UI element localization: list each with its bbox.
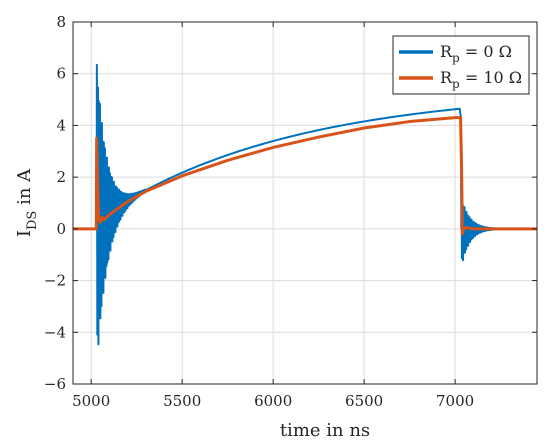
y-tick-label-6: 6 [56, 65, 66, 83]
y-tick-label-0: −6 [44, 375, 66, 393]
x-tick-label-2: 6000 [254, 392, 292, 410]
plot-area [73, 63, 537, 346]
legend-r10-sub: p [452, 77, 460, 91]
legend-box [392, 35, 530, 95]
x-tick-label-3: 6500 [345, 392, 383, 410]
x-tick-label-0: 5000 [72, 392, 110, 410]
y-axis-label-sub: DS [25, 211, 40, 230]
x-tick-label-4: 7000 [436, 392, 474, 410]
y-tick-label-4: 2 [56, 168, 66, 186]
axes [72, 21, 538, 385]
x-tick-label-1: 5500 [163, 392, 201, 410]
y-tick-label-1: −4 [44, 323, 66, 341]
legend-r10-main: R [440, 68, 453, 87]
legend-entry-r10: Rp = 10 Ω [440, 68, 522, 91]
y-tick-label-7: 8 [56, 13, 66, 31]
y-tick-label-3: 0 [56, 220, 66, 238]
legend: Rp = 0 Ω Rp = 10 Ω [392, 35, 530, 95]
y-axis-label-tail: in A [14, 168, 35, 211]
y-axis-label: IDS in A [14, 168, 40, 237]
x-axis-label: time in ns [280, 420, 370, 441]
legend-r10-tail: = 10 Ω [460, 68, 522, 87]
legend-r0-tail: = 0 Ω [460, 42, 512, 61]
legend-r0-main: R [440, 42, 453, 61]
y-axis-label-main: I [14, 230, 35, 237]
y-tick-label-5: 4 [56, 116, 66, 134]
axes-box [72, 21, 538, 385]
legend-r0-sub: p [452, 51, 460, 65]
legend-entry-r0: Rp = 0 Ω [440, 42, 512, 65]
series-line-1 [73, 116, 537, 236]
y-tick-label-2: −2 [44, 272, 66, 290]
tick-labels: 5000 5500 6000 6500 7000 −6 −4 −2 0 2 4 6 8 [44, 13, 474, 410]
